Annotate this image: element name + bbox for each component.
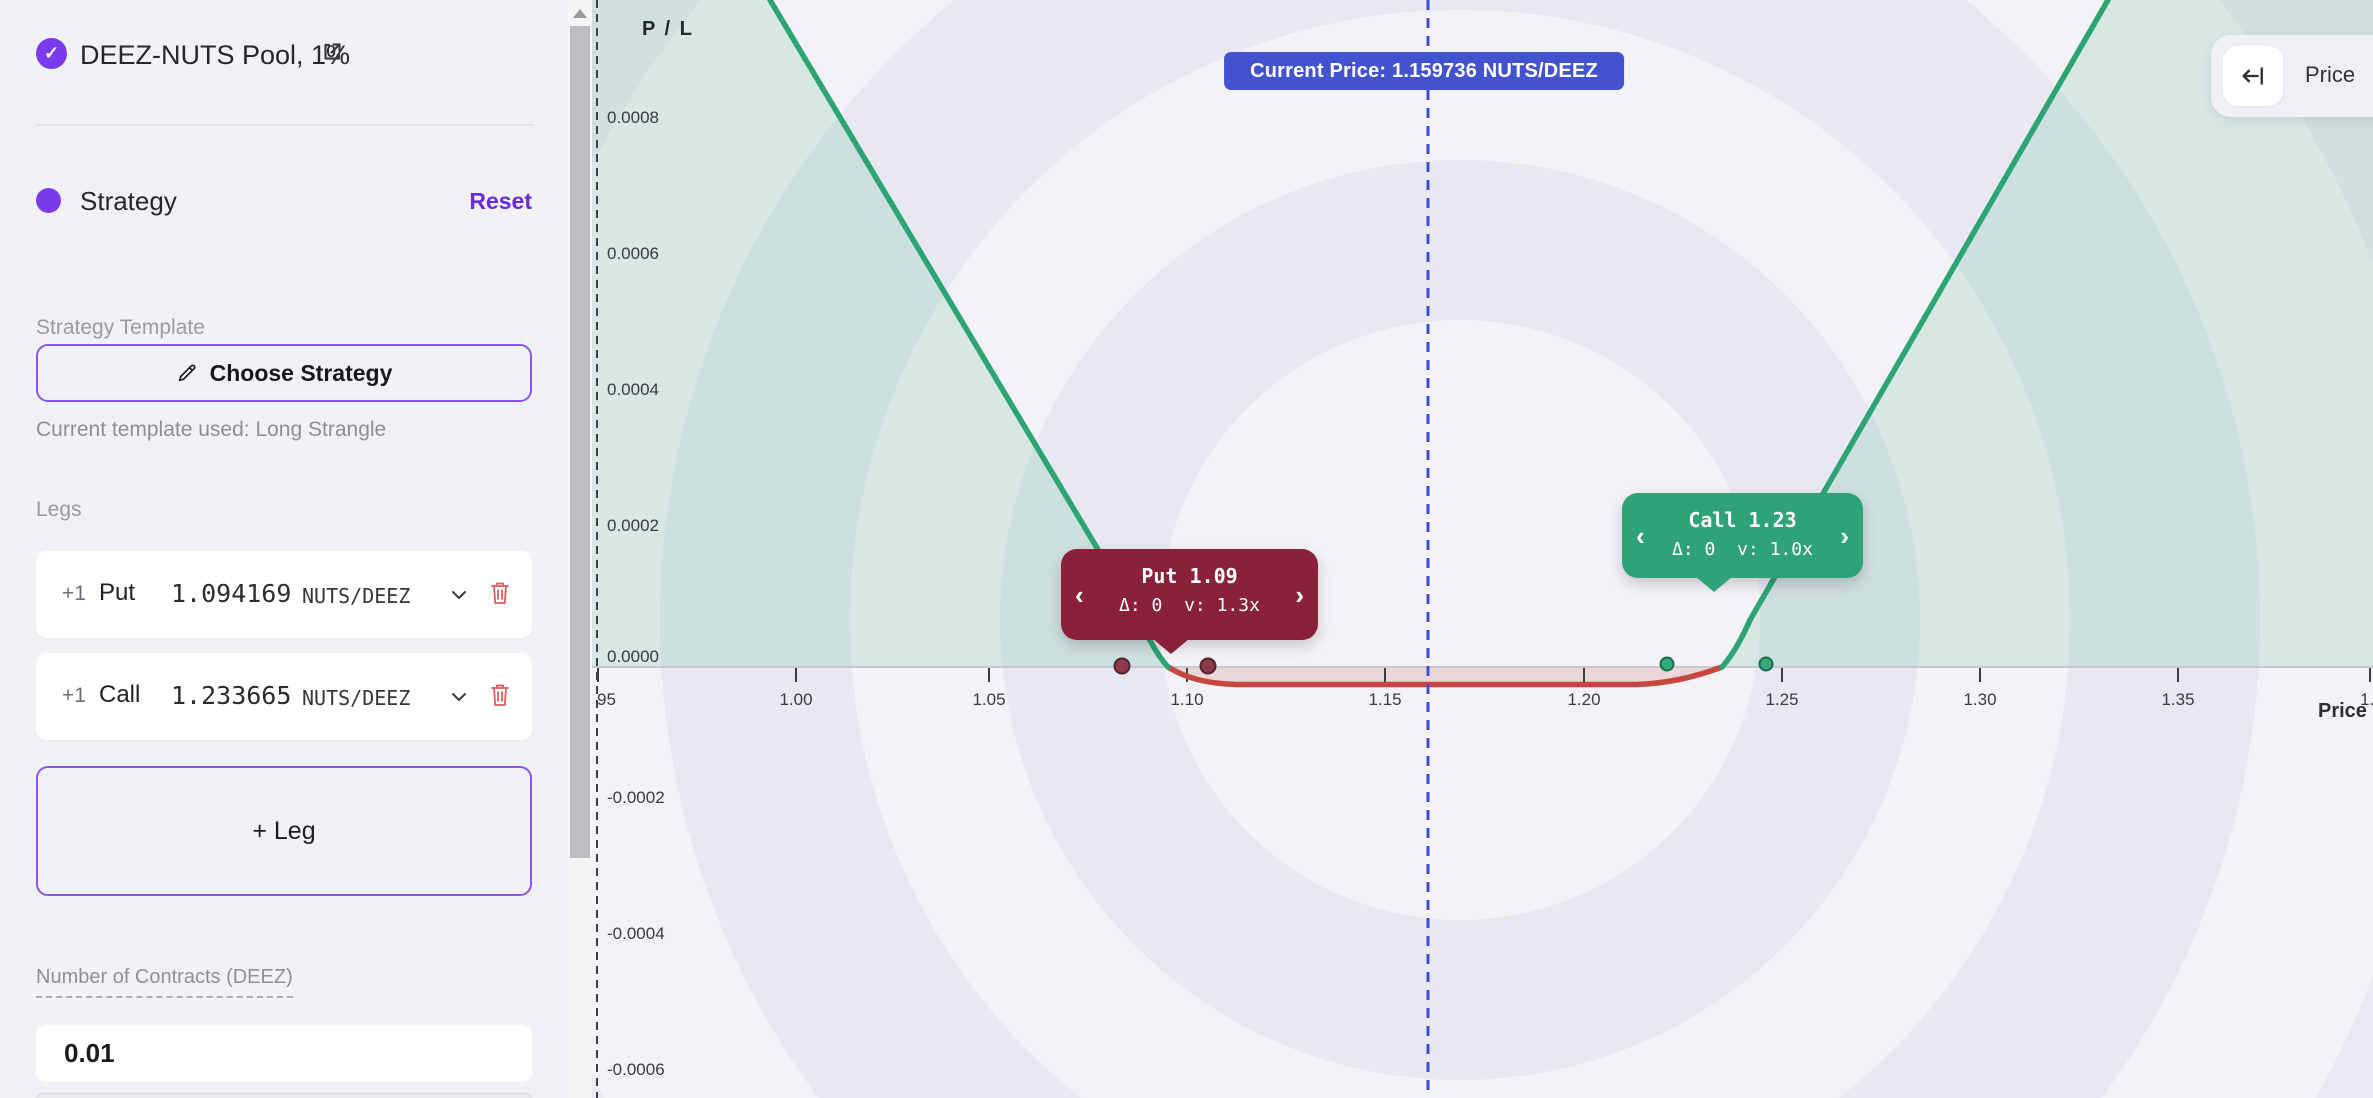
chevron-down-icon[interactable]: [448, 686, 470, 708]
price-panel-label: Price: [2305, 62, 2356, 87]
y-tick: 0.0002: [607, 516, 659, 535]
y-tick: 0.0008: [607, 108, 659, 127]
leg-row-put[interactable]: +1 Put 1.094169 NUTS/DEEZ: [36, 551, 532, 638]
chevron-right-icon[interactable]: ›: [1840, 520, 1849, 551]
x-tick: 1.30: [1963, 690, 1997, 709]
current-template-text: Current template used: Long Strangle: [36, 418, 387, 441]
leg-type: Call: [99, 681, 141, 708]
x-tick: 1.00: [779, 690, 813, 709]
contracts-input[interactable]: 0.01: [36, 1025, 532, 1082]
x-tick: 1.35: [2161, 690, 2195, 709]
y-tick: -0.0006: [607, 1060, 665, 1079]
leg-type: Put: [99, 579, 136, 606]
payoff-curve-loss-segment: [1165, 664, 1725, 688]
pencil-icon: [176, 362, 198, 384]
leg-qty: +1: [62, 684, 86, 707]
call-strike-tooltip[interactable]: Call 1.23 Δ: 0 v: 1.0x ‹ ›: [1622, 493, 1863, 592]
check-circle-icon: ✓: [36, 38, 67, 69]
leg-qty: +1: [62, 582, 86, 605]
x-tick: 1.: [2360, 690, 2373, 709]
put-strike-tooltip[interactable]: Put 1.09 Δ: 0 v: 1.3x ‹ ›: [1061, 549, 1318, 654]
sidebar-scrollbar[interactable]: [568, 0, 592, 1098]
profit-fill-left: [592, 0, 1168, 667]
y-tick: 0.0000: [607, 647, 659, 666]
price-panel: Price: [2211, 35, 2373, 117]
contracts-label: Number of Contracts (DEEZ): [36, 966, 293, 998]
price-axis-label: Price: [2318, 700, 2367, 722]
payoff-chart-area: [592, 0, 2373, 1098]
leg-unit: NUTS/DEEZ: [302, 686, 411, 710]
x-tick: 1.15: [1368, 690, 1402, 709]
tooltip-tail: [1696, 577, 1732, 592]
x-tick: 1.10: [1170, 690, 1204, 709]
x-tick: 1.05: [972, 690, 1006, 709]
external-link-icon[interactable]: [320, 40, 344, 64]
call-range-marker[interactable]: [1758, 656, 1774, 672]
chevron-down-icon[interactable]: [448, 584, 470, 606]
call-tooltip-detail: Δ: 0 v: 1.0x: [1672, 539, 1813, 560]
strategy-template-label: Strategy Template: [36, 316, 205, 339]
x-tick: 95: [597, 690, 616, 709]
chevron-left-icon[interactable]: ‹: [1075, 579, 1084, 610]
choose-strategy-label: Choose Strategy: [209, 359, 393, 386]
put-tooltip-title: Put 1.09: [1141, 564, 1238, 588]
call-tooltip-title: Call 1.23: [1688, 508, 1797, 532]
add-leg-button[interactable]: + Leg: [36, 766, 532, 896]
reset-button[interactable]: Reset: [469, 188, 532, 214]
strategy-bullet-icon: [36, 188, 61, 213]
choose-strategy-button[interactable]: Choose Strategy: [36, 344, 532, 402]
scrollbar-thumb[interactable]: [570, 26, 590, 858]
profit-fill-right: [1722, 0, 2373, 667]
y-tick: 0.0004: [607, 380, 659, 399]
leg-row-call[interactable]: +1 Call 1.233665 NUTS/DEEZ: [36, 653, 532, 740]
divider: [36, 124, 534, 126]
strategy-heading: Strategy: [80, 186, 177, 216]
collapse-panel-button[interactable]: [2223, 46, 2283, 106]
pool-title: DEEZ-NUTS Pool, 1%: [80, 40, 351, 70]
put-range-marker[interactable]: [1113, 657, 1131, 675]
chevron-right-icon[interactable]: ›: [1295, 579, 1304, 610]
y-tick: 0.0006: [607, 244, 659, 263]
next-field-cutoff: [36, 1093, 532, 1098]
call-range-marker[interactable]: [1659, 656, 1675, 672]
leg-strike: 1.233665: [171, 681, 292, 710]
arrow-left-to-bar-icon: [2239, 62, 2267, 90]
y-tick: -0.0004: [607, 924, 665, 943]
scroll-up-arrow-icon[interactable]: [573, 9, 587, 18]
payoff-curve-right-green: [1719, 0, 2111, 670]
leg-strike: 1.094169: [171, 579, 292, 608]
trash-icon[interactable]: [488, 580, 512, 606]
pl-axis-label: P / L: [642, 18, 694, 40]
x-tick: 1.25: [1765, 690, 1799, 709]
leg-unit: NUTS/DEEZ: [302, 584, 411, 608]
chevron-left-icon[interactable]: ‹: [1636, 520, 1645, 551]
payoff-plot: [592, 0, 2373, 1098]
put-tooltip-detail: Δ: 0 v: 1.3x: [1119, 595, 1260, 616]
y-tick: -0.0002: [607, 788, 665, 807]
x-tick: 1.20: [1567, 690, 1601, 709]
legs-heading: Legs: [36, 498, 82, 521]
tooltip-tail: [1153, 639, 1189, 654]
loss-fill: [1168, 667, 1722, 684]
put-range-marker[interactable]: [1199, 657, 1217, 675]
sidebar: ✓ DEEZ-NUTS Pool, 1% Strategy Reset Stra…: [0, 0, 568, 1098]
current-price-badge: Current Price: 1.159736 NUTS/DEEZ: [1224, 52, 1624, 90]
trash-icon[interactable]: [488, 682, 512, 708]
